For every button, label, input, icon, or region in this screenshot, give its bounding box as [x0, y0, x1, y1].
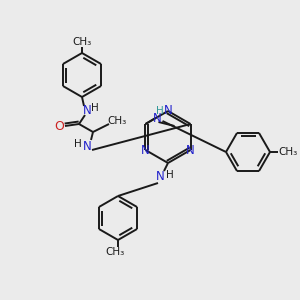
Text: O: O — [54, 119, 64, 133]
Text: CH₃: CH₃ — [107, 116, 127, 126]
Text: N: N — [141, 143, 150, 157]
Text: N: N — [164, 104, 172, 118]
Text: H: H — [166, 170, 174, 180]
Text: H: H — [74, 139, 82, 149]
Text: N: N — [82, 103, 91, 116]
Text: H: H — [91, 103, 99, 113]
Text: N: N — [156, 170, 164, 184]
Text: N: N — [153, 112, 162, 125]
Text: N: N — [82, 140, 91, 154]
Text: CH₃: CH₃ — [72, 37, 92, 47]
Text: CH₃: CH₃ — [278, 147, 298, 157]
Text: H: H — [156, 106, 164, 116]
Text: CH₃: CH₃ — [105, 247, 124, 257]
Text: N: N — [186, 143, 195, 157]
